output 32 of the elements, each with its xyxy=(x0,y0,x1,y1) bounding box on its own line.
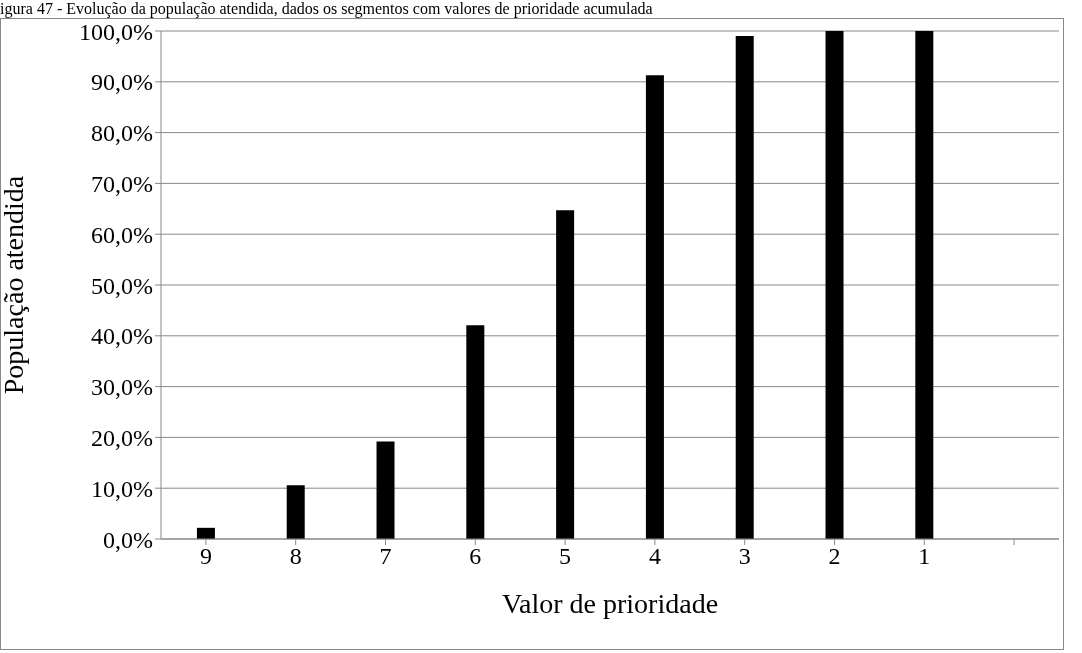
bar xyxy=(466,325,485,539)
x-tick-label: 6 xyxy=(469,543,482,570)
x-tick-label: 5 xyxy=(559,543,572,570)
bar xyxy=(735,36,754,539)
bar xyxy=(196,527,215,539)
bar xyxy=(556,210,575,539)
y-tick-label: 60,0% xyxy=(91,221,153,248)
y-tick-label: 30,0% xyxy=(91,374,153,401)
y-tick-label: 70,0% xyxy=(91,170,153,197)
y-axis-title: População atendida xyxy=(0,175,29,395)
y-tick-label: 10,0% xyxy=(91,475,153,502)
y-tick-label: 20,0% xyxy=(91,424,153,451)
x-tick-label: 2 xyxy=(828,543,841,570)
bar xyxy=(286,485,305,539)
bar xyxy=(376,441,395,539)
x-tick-label: 7 xyxy=(379,543,392,570)
bar xyxy=(915,31,934,539)
y-tick-label: 90,0% xyxy=(91,69,153,96)
y-tick-label: 40,0% xyxy=(91,323,153,350)
x-tick-label: 8 xyxy=(289,543,302,570)
y-tick-label: 0,0% xyxy=(103,526,153,553)
x-tick-label: 1 xyxy=(918,543,931,570)
x-tick-label: 9 xyxy=(199,543,212,570)
x-tick-label: 3 xyxy=(738,543,751,570)
y-tick-label: 80,0% xyxy=(91,120,153,147)
y-tick-label: 100,0% xyxy=(79,18,153,45)
bar xyxy=(825,31,844,539)
x-axis-title: Valor de prioridade xyxy=(501,588,719,619)
y-tick-label: 50,0% xyxy=(91,272,153,299)
chart-title: igura 47 - Evolução da população atendida, dados os segmentos com valores de prioridade acumulada xyxy=(0,0,654,18)
bar xyxy=(645,75,664,539)
x-tick-label: 4 xyxy=(648,543,661,570)
